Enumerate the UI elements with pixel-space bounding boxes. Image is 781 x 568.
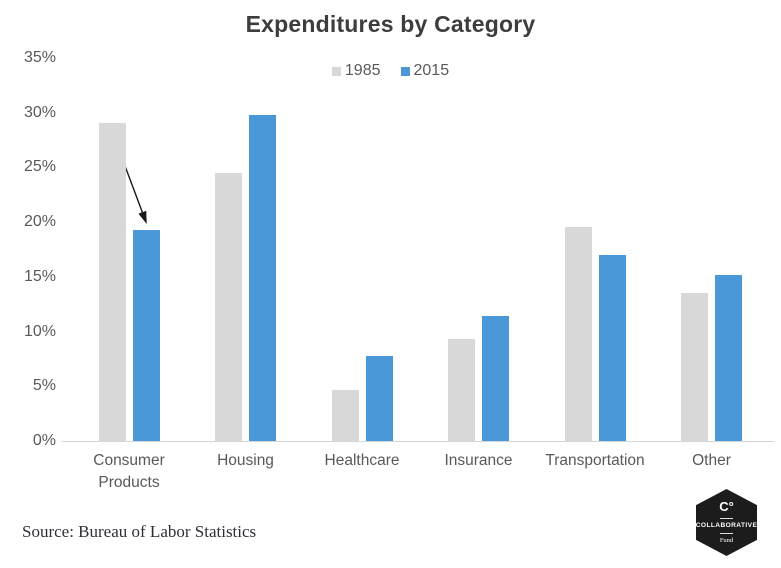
x-label-healthcare: Healthcare bbox=[324, 452, 400, 469]
bar-group-consumer-products bbox=[71, 122, 187, 441]
y-axis: 0% 5% 10% 15% 20% 25% 30% 35% bbox=[0, 49, 56, 449]
x-label-other: Other bbox=[692, 452, 731, 469]
bar-group-insurance bbox=[421, 316, 537, 441]
x-axis-labels: Consumer Products Housing Healthcare Insura… bbox=[62, 450, 774, 502]
legend-swatch-1985 bbox=[331, 66, 341, 76]
bar-1985-consumer-products bbox=[98, 122, 126, 441]
logo-divider bbox=[720, 532, 733, 534]
bar-group-transportation bbox=[537, 226, 653, 441]
legend-item-1985: 1985 bbox=[331, 62, 381, 80]
source-note: Source: Bureau of Labor Statistics bbox=[22, 522, 257, 541]
plot-area bbox=[62, 58, 774, 442]
collaborative-fund-logo: C° COLLABORATIVE Fund bbox=[696, 489, 757, 556]
y-tick-35%: 35% bbox=[23, 49, 56, 66]
bar-2015-other bbox=[715, 274, 742, 441]
bar-2015-healthcare bbox=[365, 355, 393, 441]
bar-2015-consumer-products bbox=[132, 229, 160, 441]
logo-divider bbox=[720, 518, 733, 520]
bar-1985-housing bbox=[215, 172, 242, 441]
bar-2015-transportation bbox=[598, 255, 626, 441]
bar-1985-healthcare bbox=[331, 389, 359, 441]
x-label-transportation: Transportation bbox=[545, 452, 645, 469]
x-label-consumer-products: Consumer Products bbox=[93, 452, 165, 491]
x-label-housing: Housing bbox=[217, 452, 274, 469]
bar-group-other bbox=[654, 274, 770, 441]
bar-group-healthcare bbox=[304, 355, 420, 441]
bar-group-housing bbox=[188, 114, 304, 441]
chart-legend: 1985 2015 bbox=[0, 62, 781, 80]
x-label-insurance: Insurance bbox=[444, 452, 513, 469]
y-tick-0%: 0% bbox=[32, 432, 56, 449]
y-tick-30%: 30% bbox=[23, 103, 56, 121]
bar-1985-other bbox=[681, 293, 708, 441]
bar-1985-transportation bbox=[564, 226, 592, 441]
bar-1985-insurance bbox=[448, 339, 475, 441]
y-tick-15%: 15% bbox=[23, 267, 56, 285]
logo-sub: Fund bbox=[719, 536, 734, 544]
legend-swatch-2015 bbox=[400, 66, 410, 76]
bar-2015-housing bbox=[249, 114, 276, 441]
logo-name: COLLABORATIVE bbox=[695, 522, 758, 530]
y-tick-25%: 25% bbox=[23, 158, 56, 176]
legend-label-2015: 2015 bbox=[413, 62, 450, 79]
chart-title: Expenditures by Category bbox=[245, 11, 536, 37]
logo-mark: C° bbox=[719, 499, 734, 515]
y-tick-5%: 5% bbox=[32, 377, 56, 395]
y-tick-10%: 10% bbox=[23, 322, 56, 340]
legend-item-2015: 2015 bbox=[400, 62, 450, 80]
legend-label-1985: 1985 bbox=[344, 62, 381, 79]
y-tick-20%: 20% bbox=[23, 213, 56, 231]
bar-2015-insurance bbox=[482, 316, 509, 441]
